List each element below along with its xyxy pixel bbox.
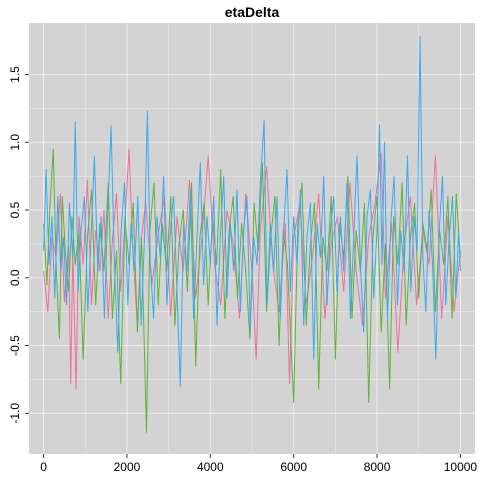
series-line-2 [43, 148, 461, 433]
y-tick-label: 0.0 [8, 269, 22, 286]
x-tick-label: 8000 [364, 460, 391, 474]
y-tick-label: 1.0 [8, 134, 22, 151]
series-layer [43, 36, 461, 433]
y-tick-label: -1.0 [8, 403, 22, 424]
axes: 0 2000 4000 6000 8000 10000 -1.0 -0.5 0.0 0.5 1.0 1… [8, 66, 477, 474]
x-tick-label: 0 [40, 460, 47, 474]
y-tick-label: 1.5 [8, 66, 22, 83]
x-tick-label: 2000 [114, 460, 141, 474]
chart-title: etaDelta [225, 4, 280, 20]
x-tick-label: 4000 [197, 460, 224, 474]
y-tick-label: -0.5 [8, 335, 22, 356]
x-tick-label: 10000 [444, 460, 478, 474]
y-tick-label: 0.5 [8, 201, 22, 218]
series-line-1 [43, 148, 461, 390]
series-line-3 [43, 36, 461, 387]
x-tick-label: 6000 [280, 460, 307, 474]
